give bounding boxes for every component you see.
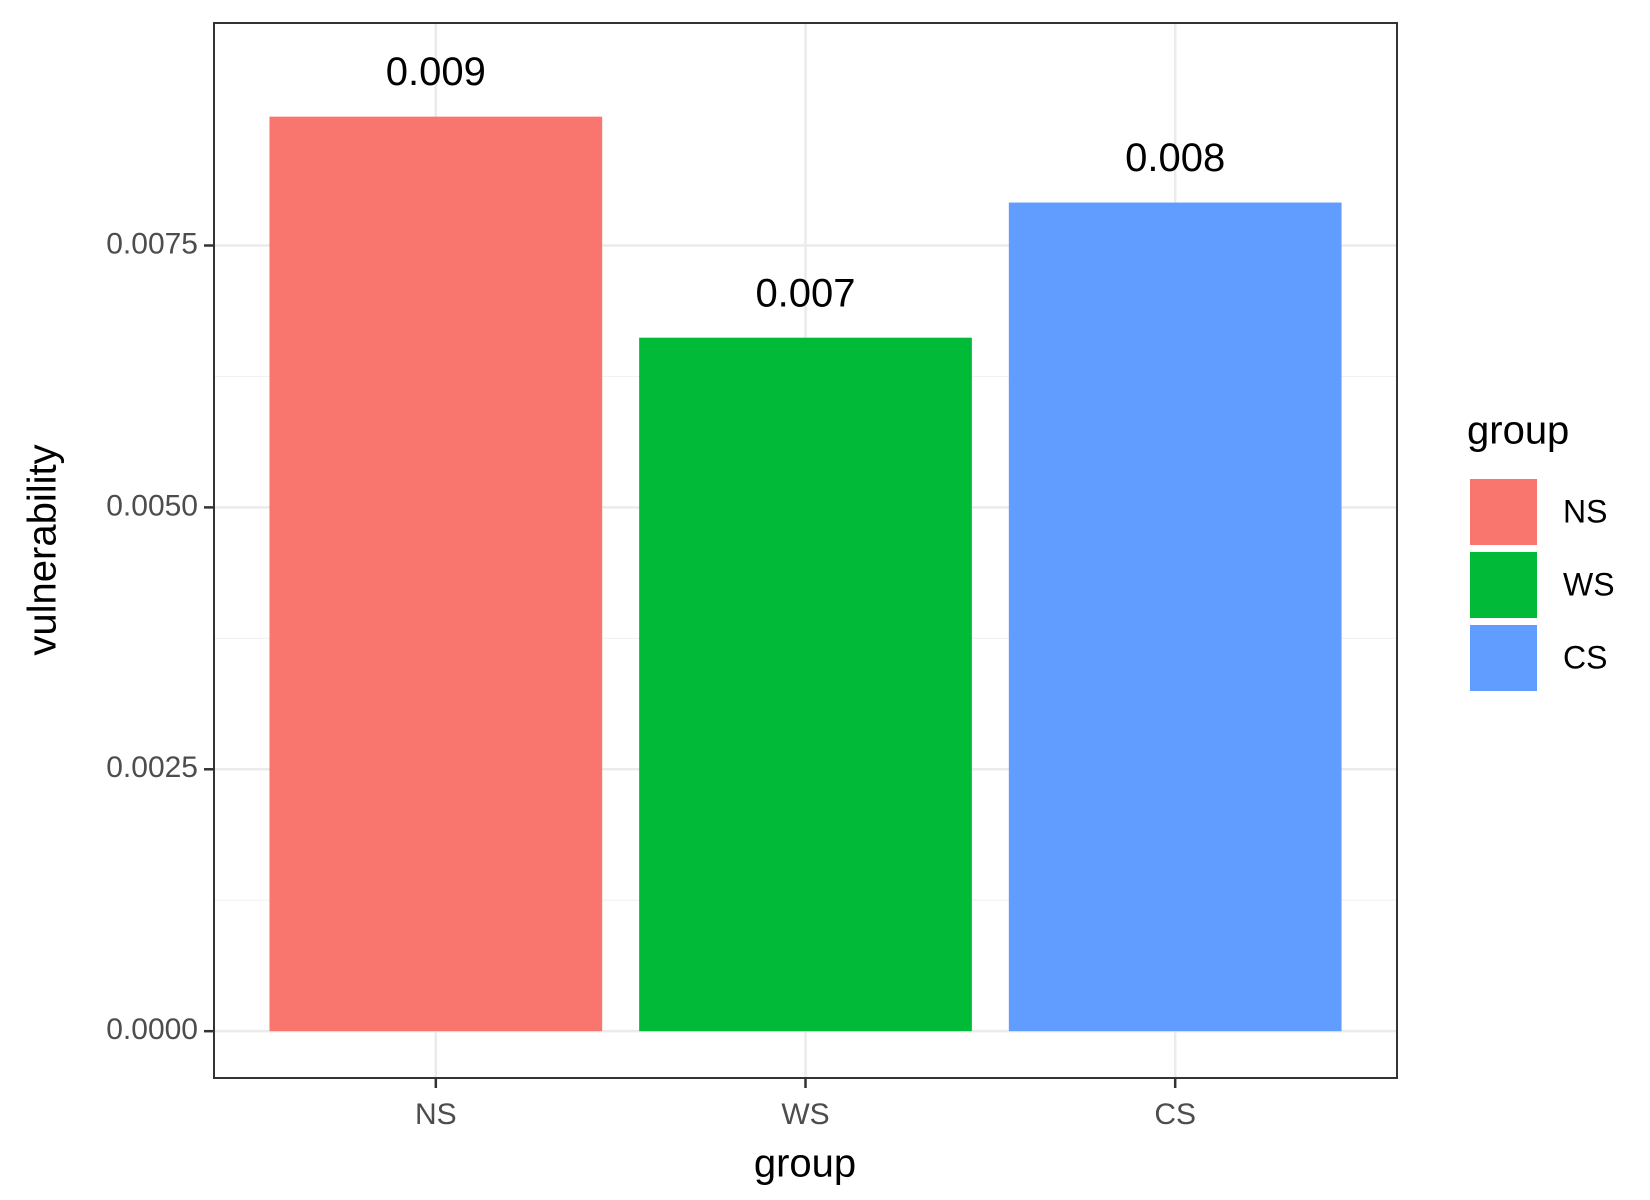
x-tick-label: WS — [781, 1098, 829, 1131]
bar — [1008, 202, 1342, 1032]
x-axis-title: group — [754, 1142, 856, 1186]
y-tick-label: 0.0025 — [106, 751, 198, 784]
y-tick-label: 0.0050 — [106, 489, 198, 522]
legend-label: NS — [1563, 493, 1607, 529]
y-tick-label: 0.0075 — [106, 227, 198, 260]
x-tick-label: NS — [415, 1098, 457, 1131]
legend-label: WS — [1563, 566, 1615, 602]
legend-key — [1470, 625, 1537, 691]
bar — [639, 337, 972, 1032]
value-label: 0.008 — [1125, 136, 1225, 180]
y-axis-title: vulnerability — [21, 444, 65, 655]
panel-border — [213, 22, 1398, 1079]
value-label: 0.009 — [386, 50, 486, 94]
legend-key — [1470, 552, 1537, 618]
legend-key — [1470, 479, 1537, 545]
legend-label: CS — [1563, 639, 1607, 675]
value-label: 0.007 — [755, 271, 855, 315]
x-tick-label: CS — [1154, 1098, 1196, 1131]
y-tick-label: 0.0000 — [106, 1013, 198, 1046]
bar — [269, 116, 603, 1032]
legend-title: group — [1467, 409, 1569, 453]
